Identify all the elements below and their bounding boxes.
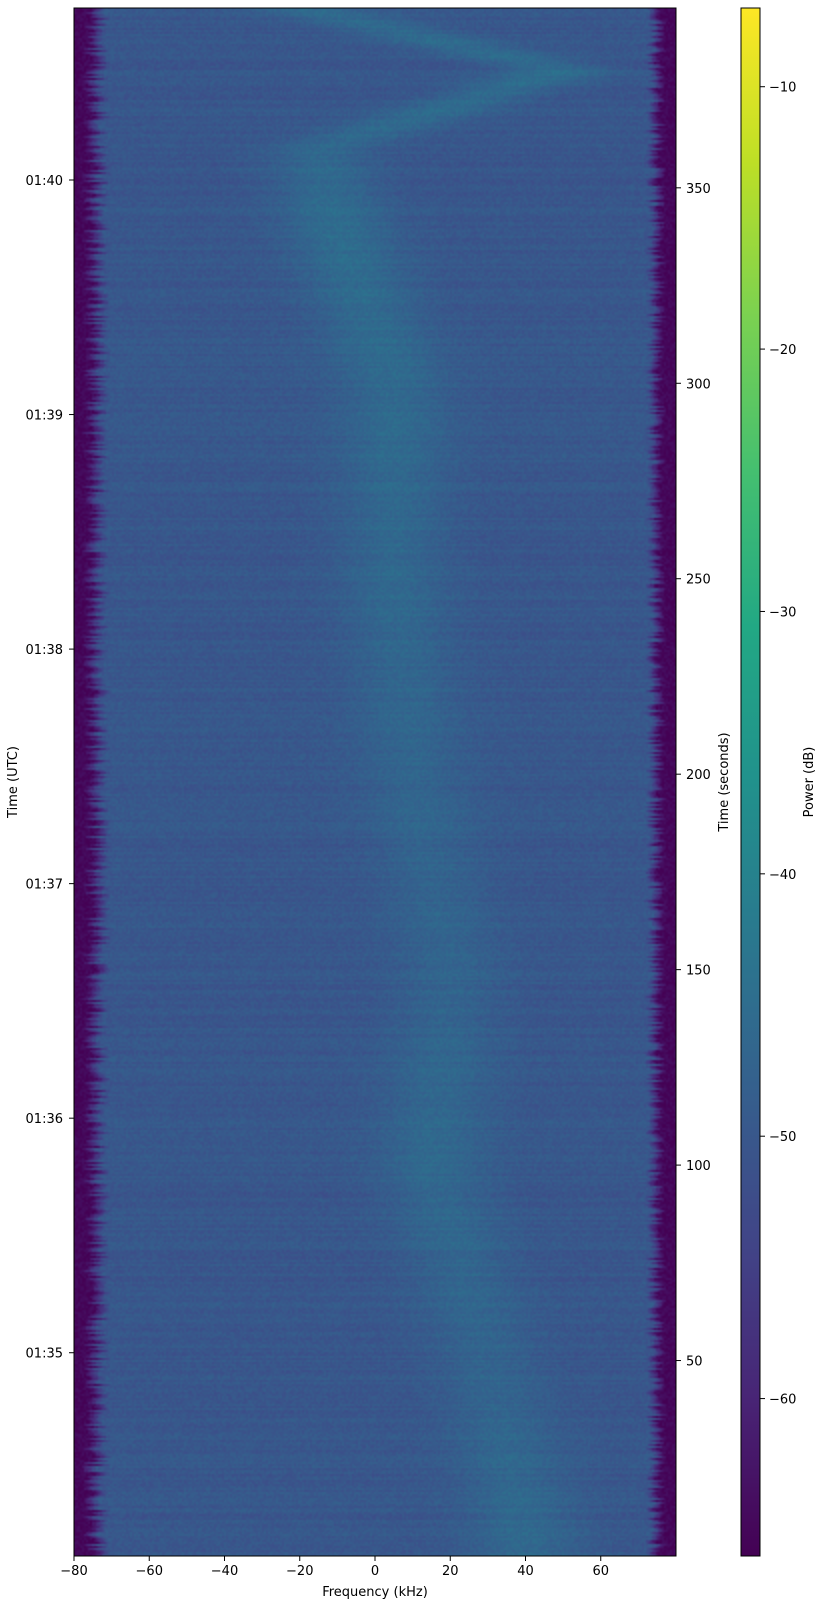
x-tick-label: 0 [371, 1564, 379, 1579]
colorbar: −10 −20 −30 −40 −50 −60 Power (dB) [740, 7, 817, 1557]
x-axis-label: Frequency (kHz) [322, 1585, 428, 1600]
colorbar-tick-label: −40 [769, 868, 796, 883]
right-tick-label: 200 [686, 768, 711, 783]
left-tick-label: 01:35 [26, 1347, 63, 1362]
colorbar-tick-label: −10 [769, 81, 796, 96]
right-y-axis-ticks: 50 100 150 200 250 300 350 [676, 182, 711, 1370]
colorbar-tick-label: −50 [769, 1130, 796, 1145]
x-tick-label: −40 [211, 1564, 238, 1579]
right-tick-label: 350 [686, 182, 711, 197]
left-y-axis-label: Time (UTC) [6, 746, 21, 819]
left-tick-label: 01:38 [26, 643, 63, 658]
right-tick-label: 150 [686, 964, 711, 979]
spectrogram-plot [73, 7, 677, 1557]
right-tick-label: 300 [686, 377, 711, 392]
colorbar-ticks: −10 −20 −30 −40 −50 −60 [760, 81, 796, 1408]
left-tick-label: 01:36 [26, 1112, 63, 1127]
x-tick-label: 20 [442, 1564, 459, 1579]
x-tick-label: −80 [60, 1564, 87, 1579]
left-tick-label: 01:40 [26, 174, 63, 189]
colorbar-tick-label: −30 [769, 605, 796, 620]
colorbar-tick-label: −20 [769, 343, 796, 358]
heatmap-image [74, 8, 676, 1556]
right-tick-label: 250 [686, 573, 711, 588]
x-tick-label: −60 [136, 1564, 163, 1579]
right-y-axis-label: Time (seconds) [717, 732, 732, 832]
right-tick-label: 50 [686, 1355, 703, 1370]
colorbar-label: Power (dB) [802, 747, 817, 818]
left-tick-label: 01:37 [26, 878, 63, 893]
x-tick-label: 60 [592, 1564, 609, 1579]
x-axis-ticks: −80 −60 −40 −20 0 20 40 60 [60, 1556, 609, 1579]
x-tick-label: −20 [286, 1564, 313, 1579]
right-tick-label: 100 [686, 1159, 711, 1174]
left-y-axis-ticks: 01:35 01:36 01:37 01:38 01:39 01:40 [26, 174, 74, 1362]
colorbar-gradient [740, 7, 761, 1557]
x-tick-label: 40 [517, 1564, 534, 1579]
colorbar-tick-label: −60 [769, 1393, 796, 1408]
left-tick-label: 01:39 [26, 409, 63, 424]
